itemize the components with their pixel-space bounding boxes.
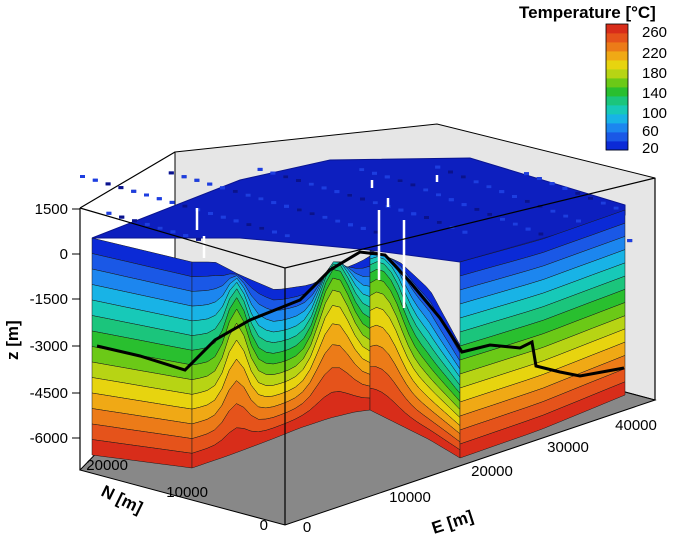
bounding-box-front <box>79 151 656 525</box>
colorbar-tick-label: 20 <box>642 140 659 157</box>
z-tick-label: -1500 <box>30 291 68 308</box>
colorbar-band <box>606 42 628 52</box>
colorbar-band <box>606 87 628 97</box>
front-face-cut-east <box>369 249 461 459</box>
z-tick-label: -4500 <box>30 385 68 402</box>
colorbar-band <box>606 24 628 34</box>
colorbar-tick-label: 100 <box>642 105 667 122</box>
colorbar-band <box>606 33 628 43</box>
isotherm-line <box>96 250 625 378</box>
z-tick-label: -3000 <box>30 338 68 355</box>
y-tick-label: 10000 <box>166 484 208 501</box>
colorbar-tick-label: 60 <box>642 123 659 140</box>
colorbar-tick-label: 220 <box>642 45 667 62</box>
colorbar-band <box>606 141 628 151</box>
colorbar-frame <box>605 23 629 151</box>
colorbar-band <box>606 132 628 142</box>
z-tick-label: -6000 <box>30 430 68 447</box>
colorbar-tick-label: 180 <box>642 65 667 82</box>
x-tick-label: 30000 <box>547 439 589 456</box>
x-axis-label: E [m] <box>429 507 475 538</box>
y-axis-label: N [m] <box>98 482 145 518</box>
x-tick-label: 20000 <box>471 463 513 480</box>
surface-texture <box>80 165 633 243</box>
colorbar-tick-label: 260 <box>642 24 667 41</box>
x-tick-label: 40000 <box>615 417 657 434</box>
face-right-band <box>459 381 626 459</box>
colorbar-band <box>606 60 628 70</box>
z-axis-ticks: 1500 0 -1500 -3000 -4500 -6000 <box>30 201 80 447</box>
z-tick-label: 0 <box>60 246 68 263</box>
z-axis-label: z [m] <box>3 320 22 360</box>
z-tick-label: 1500 <box>35 201 68 218</box>
colorbar-title: Temperature [°C] <box>519 3 656 22</box>
colorbar-band <box>606 114 628 124</box>
colorbar-band <box>606 69 628 79</box>
x-tick-label: 10000 <box>389 489 431 506</box>
colorbar-band <box>606 78 628 88</box>
front-face-right <box>459 209 626 459</box>
y-tick-label: 0 <box>260 517 268 534</box>
colorbar-band <box>606 123 628 133</box>
colorbar-tick-label: 140 <box>642 85 667 102</box>
front-face-left <box>91 237 193 469</box>
x-tick-label: 0 <box>303 519 311 536</box>
colorbar-band <box>606 51 628 61</box>
x-axis-ticks: 0 10000 20000 30000 40000 <box>303 417 657 536</box>
y-tick-label: 20000 <box>86 457 128 474</box>
colorbar-band <box>606 96 628 106</box>
temperature-model <box>80 157 633 469</box>
colorbar-band <box>606 105 628 115</box>
y-axis-ticks: 0 10000 20000 <box>86 457 268 534</box>
